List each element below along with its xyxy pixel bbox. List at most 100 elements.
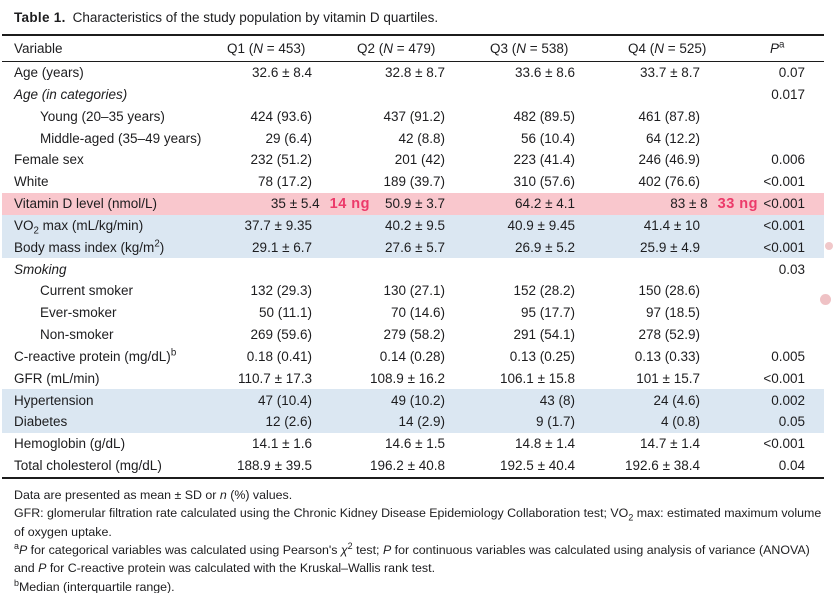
p-value-cell (757, 324, 824, 346)
value-cell-q3: 482 (89.5) (513, 108, 575, 124)
table-row: VO2 max (mL/kg/min) 37.7 ± 9.35 40.2 ± 9.5… (2, 214, 824, 237)
value-cell-q2: 0.14 (0.28) (379, 348, 445, 364)
value-cell-q4 (615, 84, 757, 106)
value-cell-q3: 43 (8) (477, 389, 615, 412)
p-value-cell (757, 302, 824, 324)
value-cell-q4 (615, 258, 757, 280)
table-row: Diabetes 12 (2.6) 14 (2.9) 9 (1.7) 4 (0.8) 0.… (2, 411, 824, 434)
table-row: Hemoglobin (g/dL) 14.1 ± 1.6 14.6 ± 1.5 14.… (2, 433, 824, 455)
row-label: Ever-smoker (40, 305, 117, 321)
characteristics-table: Variable Q1 (N = 453) Q2 (N = 479) Q3 (N = … (2, 34, 824, 479)
value-cell-q1: 35 ± 5.4 14 ng (214, 192, 369, 215)
value-cell-q4: 64 (12.2) (645, 130, 700, 146)
p-value-cell: 0.017 (771, 86, 805, 102)
value-cell-q3: 9 (1.7) (477, 411, 615, 434)
value-cell-q1: 37.7 ± 9.35 (214, 214, 344, 237)
value-cell-q2: 70 (14.6) (390, 305, 445, 321)
table-row: Hypertension 47 (10.4) 49 (10.2) 43 (8) 24 (… (2, 389, 824, 412)
value-cell-q1: 78 (17.2) (257, 174, 312, 190)
value-cell-q1: 50 (11.1) (258, 305, 312, 321)
p-value-cell: 0.002 (757, 389, 824, 412)
p-value-cell (757, 106, 824, 128)
value-cell-q1: 0.18 (0.41) (246, 348, 312, 364)
value-cell-q1: 29.1 ± 6.7 (214, 236, 344, 259)
value-cell-q2: 50.9 ± 3.7 (344, 192, 477, 215)
table-title-label: Table 1. (14, 10, 66, 25)
p-value-cell: 0.07 (778, 65, 805, 81)
value-cell-q3: 14.8 ± 1.4 (515, 436, 575, 452)
table-header: Variable Q1 (N = 453) Q2 (N = 479) Q3 (N = … (2, 34, 824, 62)
p-value-cell: <0.001 (763, 174, 805, 190)
value-cell-q3: 152 (28.2) (513, 283, 575, 299)
p-value-cell: 0.05 (757, 411, 824, 434)
table-row: Age (years) 32.6 ± 8.4 32.8 ± 8.7 33.6 ± 8.… (2, 62, 824, 84)
value-cell-q4: 14.7 ± 1.4 (640, 436, 700, 452)
row-label: C-reactive protein (mg/dL)b (14, 347, 177, 364)
value-cell-q1: 12 (2.6) (214, 411, 344, 434)
p-value-cell (757, 127, 824, 149)
value-cell-q4: 83 ± 8 33 ng (615, 192, 758, 215)
value-cell-q2: 40.2 ± 9.5 (344, 214, 477, 237)
value-cell-q4: 25.9 ± 4.9 (615, 236, 757, 259)
value-cell-q2: 32.8 ± 8.7 (385, 65, 445, 81)
row-label: Non-smoker (40, 327, 114, 343)
value-cell-q4: 24 (4.6) (615, 389, 757, 412)
value-cell-q4: 41.4 ± 10 (615, 214, 757, 237)
p-value-cell: <0.001 (757, 192, 824, 215)
value-cell-q4: 97 (18.5) (645, 305, 700, 321)
row-label: Vitamin D level (nmol/L) (2, 192, 214, 215)
value-cell-q2: 437 (91.2) (383, 108, 445, 124)
table-row: Total cholesterol (mg/dL) 188.9 ± 39.5 196… (2, 454, 824, 479)
footnote: aP for categorical variables was calcula… (14, 540, 810, 576)
value-cell-q4: 101 ± 15.7 (636, 370, 700, 386)
value-cell-q3: 95 (17.7) (520, 305, 575, 321)
value-cell-q2: 108.9 ± 16.2 (370, 370, 445, 386)
table-row: Ever-smoker 50 (11.1) 70 (14.6) 95 (17.7) 97… (2, 302, 824, 324)
value-cell-q1: 232 (51.2) (250, 152, 312, 168)
value-cell-q1 (214, 84, 344, 106)
value-cell-q2: 130 (27.1) (383, 283, 445, 299)
row-label: Total cholesterol (mg/dL) (2, 454, 214, 479)
row-label: Diabetes (2, 411, 214, 434)
value-cell-q1: 132 (29.3) (250, 283, 312, 299)
column-header: Q1 (N = 453) (214, 34, 344, 62)
row-label: Hemoglobin (g/dL) (14, 436, 126, 452)
value-cell-q1: 269 (59.6) (250, 327, 312, 343)
margin-annotation: 14 ng (329, 195, 370, 212)
footnote: GFR: glomerular filtration rate calculat… (14, 506, 822, 539)
table-row: Young (20–35 years) 424 (93.6) 437 (91.2) 4… (2, 106, 824, 128)
value-cell-q3: 26.9 ± 5.2 (477, 236, 615, 259)
row-label: VO2 max (mL/kg/min) (2, 214, 214, 237)
margin-annotation: 33 ng (717, 195, 758, 212)
value-cell-q2: 27.6 ± 5.7 (344, 236, 477, 259)
table-row: Female sex 232 (51.2) 201 (42) 223 (41.4) 24… (2, 149, 824, 171)
value-cell-q4: 278 (52.9) (638, 327, 700, 343)
table-title: Table 1. Characteristics of the study pop… (0, 0, 840, 34)
p-value-cell: <0.001 (763, 436, 805, 452)
value-cell-q2: 42 (8.8) (398, 130, 445, 146)
value-cell-q4: 0.13 (0.33) (634, 348, 700, 364)
value-cell-q3: 310 (57.6) (513, 174, 575, 190)
row-label: Body mass index (kg/m2) (2, 236, 214, 259)
value-cell-q3: 291 (54.1) (513, 327, 575, 343)
value-cell-q4: 246 (46.9) (638, 152, 700, 168)
value-cell-q1: 32.6 ± 8.4 (252, 65, 312, 81)
value-cell-q2: 279 (58.2) (383, 327, 445, 343)
value-cell-q3: 223 (41.4) (513, 152, 575, 168)
p-value-cell: <0.001 (757, 214, 824, 237)
value-cell-q3 (477, 258, 615, 280)
column-header: Q2 (N = 479) (344, 34, 477, 62)
value-cell-q4: 461 (87.8) (638, 108, 700, 124)
p-value-cell: <0.001 (763, 370, 805, 386)
value-cell-q3 (477, 84, 615, 106)
value-cell-q3: 33.6 ± 8.6 (515, 65, 575, 81)
value-cell-q2: 189 (39.7) (383, 174, 445, 190)
table-footnotes: Data are presented as mean ± SD or n (%)… (14, 486, 826, 593)
p-value-cell: 0.006 (771, 152, 805, 168)
table-row: Body mass index (kg/m2) 29.1 ± 6.7 27.6 ± … (2, 236, 824, 259)
value-cell-q1: 29 (6.4) (265, 130, 312, 146)
value-cell-q3: 192.5 ± 40.4 (477, 454, 615, 479)
value-cell-q1: 47 (10.4) (214, 389, 344, 412)
value-cell-q3: 56 (10.4) (520, 130, 575, 146)
